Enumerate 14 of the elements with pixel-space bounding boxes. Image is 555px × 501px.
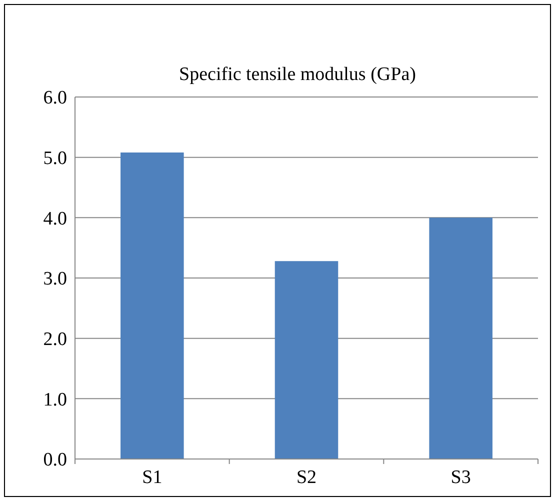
bar — [274, 261, 338, 459]
y-tick-label: 3.0 — [43, 268, 67, 290]
y-tick-label: 5.0 — [43, 148, 67, 169]
y-tick-label: 4.0 — [43, 208, 67, 230]
y-tick-label: 0.0 — [43, 450, 67, 471]
bar — [429, 218, 492, 459]
chart-title: Specific tensile modulus (GPa) — [179, 64, 416, 85]
y-tick-label: 6.0 — [43, 88, 67, 109]
x-tick-label: S2 — [296, 467, 317, 488]
y-tick-label: 2.0 — [43, 328, 67, 350]
x-tick-label: S1 — [142, 467, 162, 488]
x-tick-label: S3 — [450, 467, 471, 488]
bar — [120, 152, 184, 459]
y-tick-label: 1.0 — [43, 389, 67, 410]
